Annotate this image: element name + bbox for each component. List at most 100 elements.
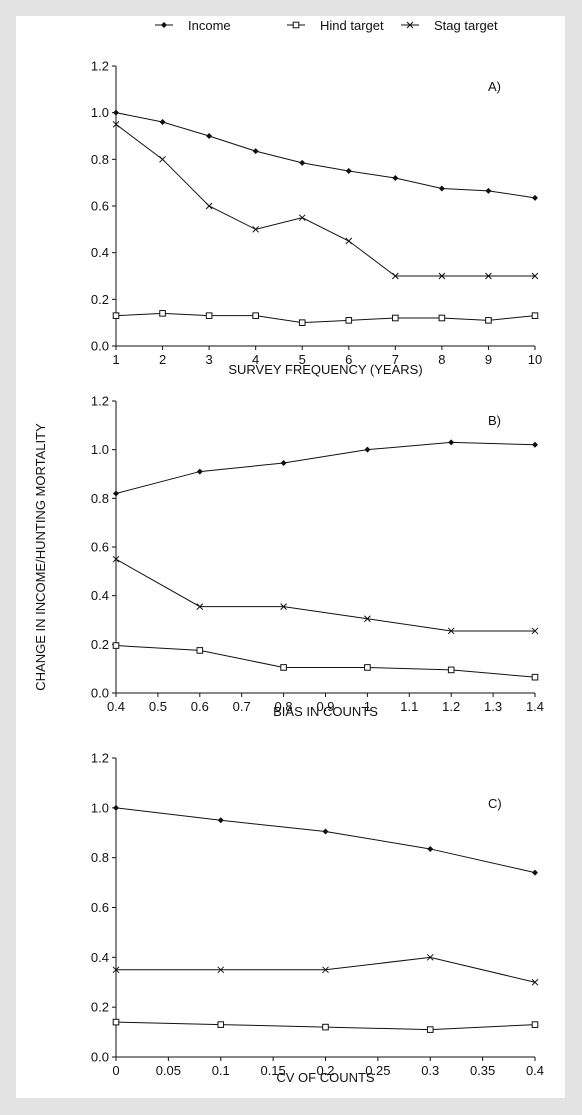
x-axis-title: BIAS IN COUNTS [273, 704, 378, 719]
series-line-income [115, 807, 536, 874]
data-point-hind-target [112, 1018, 120, 1026]
x-tick-label: 4 [252, 352, 259, 367]
data-point-stag-target [280, 603, 287, 610]
data-point-stag-target-stroke-b [298, 214, 306, 222]
data-point-stag-target [322, 966, 329, 974]
data-point-stag-target [426, 953, 434, 961]
y-tick-label: 1.0 [91, 105, 109, 120]
x-tick-label: 1.3 [484, 699, 502, 714]
data-point-stag-target [447, 627, 455, 635]
y-tick-label: 0.2 [91, 1000, 109, 1015]
x-tick-label: 1.2 [442, 699, 460, 714]
data-point-income [113, 804, 119, 811]
data-point-hind-target [205, 312, 213, 319]
legend-label-hind-target: Hind target [320, 18, 384, 33]
data-point-stag-target [531, 627, 539, 635]
data-point-income [206, 133, 213, 139]
data-point-income [252, 148, 259, 155]
x-tick-label: 5 [299, 352, 306, 367]
data-point-stag-target-stroke-b [531, 272, 539, 280]
data-point-stag-target [252, 225, 260, 233]
y-tick-label: 0.2 [91, 637, 109, 652]
x-tick-label: 0.4 [526, 1063, 544, 1078]
panel-c: 0.0 0.2 0.4 0.6 0.8 1.0 1.2 0 0.05 0.1 0.15 0.2 0.25… [91, 751, 544, 1086]
x-tick-label: 0.1 [212, 1063, 230, 1078]
data-point-hind-target [531, 673, 539, 681]
data-point-income [217, 817, 224, 824]
y-tick-label: 0.8 [91, 152, 109, 167]
x-tick-label: 0.6 [191, 699, 209, 714]
y-tick-label: 0.6 [91, 199, 109, 214]
data-point-stag-target-stroke-b [485, 272, 492, 280]
data-point-hind-target [438, 314, 446, 322]
data-point-income [532, 869, 538, 876]
x-tick-label: 9 [485, 352, 492, 367]
series-line-hind-target [115, 645, 536, 678]
x-tick-label: 0.2 [316, 1063, 334, 1078]
legend: Income Hind target Stag target [155, 18, 498, 33]
data-point-stag-target [217, 966, 225, 974]
data-point-income [280, 460, 287, 467]
x-tick-label: 0.35 [470, 1063, 495, 1078]
legend-marker-stag-target-stroke-b [406, 21, 414, 29]
data-point-stag-target-stroke-b [345, 237, 353, 245]
y-tick-label: 0.4 [91, 950, 109, 965]
x-tick-label: 0.05 [156, 1063, 181, 1078]
legend-marker-stag-target [406, 21, 414, 29]
data-point-hind-target [252, 312, 259, 319]
x-tick-label: 0.5 [149, 699, 167, 714]
data-point-income [485, 187, 492, 194]
data-point-hind-target [531, 312, 539, 319]
y-axis-title: CHANGE IN INCOME/HUNTING MORTALITY [33, 423, 48, 691]
data-point-stag-target-stroke-b [447, 627, 455, 635]
y-tick-label: 1.0 [91, 442, 109, 457]
panel-label: A) [488, 79, 501, 94]
data-point-hind-target [392, 314, 399, 322]
x-tick-label: 1 [364, 699, 371, 714]
y-tick-label: 0.0 [91, 686, 109, 701]
data-point-hind-target [112, 642, 120, 649]
data-point-stag-target [112, 120, 120, 128]
data-point-income [448, 439, 455, 446]
data-point-stag-target-stroke-b [112, 120, 120, 128]
x-tick-label: 0.15 [260, 1063, 285, 1078]
data-point-hind-target [364, 664, 371, 671]
data-point-hind-target [112, 312, 120, 319]
data-point-stag-target-stroke-b [391, 272, 399, 280]
data-point-stag-target [112, 966, 120, 974]
data-point-hind-target [345, 317, 353, 324]
x-tick-label: 10 [528, 352, 542, 367]
data-point-stag-target-stroke-b [205, 202, 213, 210]
panel-label: B) [488, 413, 501, 428]
data-point-stag-target-stroke-b [426, 953, 434, 961]
data-point-hind-target [485, 317, 492, 324]
data-point-income [438, 185, 445, 192]
x-tick-label: 1.4 [526, 699, 544, 714]
legend-marker-income [161, 22, 167, 28]
data-point-income [345, 168, 352, 174]
data-point-stag-target [485, 272, 492, 280]
x-tick-label: 2 [159, 352, 166, 367]
y-tick-label: 0.0 [91, 1050, 109, 1065]
figure-panel: Income Hind target Stag target CHANGE IN I… [16, 16, 565, 1098]
data-point-stag-target [438, 272, 446, 280]
data-point-hind-target [280, 664, 287, 671]
data-point-income [532, 194, 538, 201]
x-axis-title: SURVEY FREQUENCY (YEARS) [228, 362, 422, 377]
data-point-stag-target [298, 214, 306, 222]
data-point-hind-target [531, 1021, 539, 1028]
panel-label: C) [488, 796, 502, 811]
x-tick-label: 0.4 [107, 699, 125, 714]
data-point-stag-target [531, 978, 539, 986]
x-tick-label: 6 [345, 352, 352, 367]
data-point-income [392, 175, 399, 181]
series-line-income [115, 112, 536, 199]
y-tick-label: 0.6 [91, 540, 109, 555]
data-point-stag-target [205, 202, 213, 210]
data-point-income [532, 441, 538, 448]
y-tick-label: 1.0 [91, 800, 109, 815]
x-tick-label: 0 [112, 1063, 119, 1078]
x-tick-label: 0.7 [233, 699, 251, 714]
y-tick-label: 0.6 [91, 900, 109, 915]
legend-label-stag-target: Stag target [434, 18, 498, 33]
